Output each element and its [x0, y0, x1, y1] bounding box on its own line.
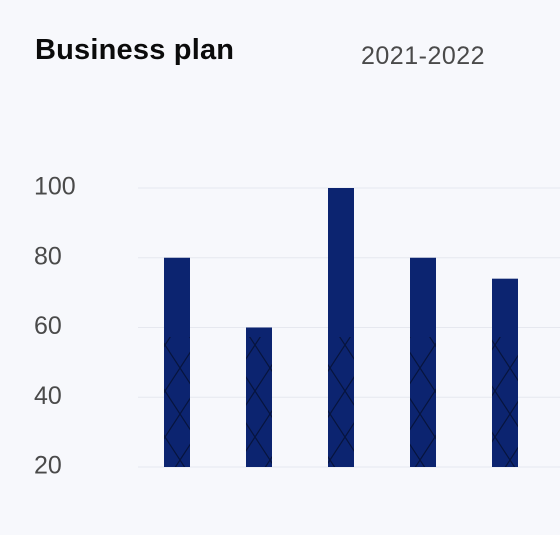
bar-hatch — [328, 337, 354, 467]
bars — [164, 188, 518, 467]
bar — [492, 278, 518, 467]
bar — [164, 257, 190, 467]
period-label: 2021-2022 — [361, 42, 486, 70]
bar-hatch — [246, 337, 272, 467]
chart-title: Business plan — [35, 34, 235, 66]
bar-hatch — [410, 337, 436, 467]
bar — [246, 327, 272, 467]
bar-hatch — [492, 337, 518, 467]
bar — [328, 188, 354, 467]
y-tick-label: 80 — [34, 242, 62, 270]
y-tick-label: 40 — [34, 382, 62, 410]
bar-hatch — [164, 337, 190, 467]
y-tick-label: 100 — [34, 173, 76, 201]
y-axis-ticks: 20 40 60 80 100 — [34, 173, 76, 480]
y-tick-label: 60 — [34, 312, 62, 340]
y-tick-label: 20 — [34, 452, 62, 480]
bar — [410, 257, 436, 467]
